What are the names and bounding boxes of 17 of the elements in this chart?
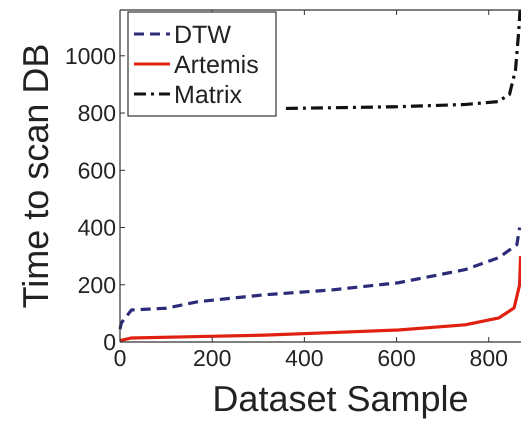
y-tick-label: 800 [78,100,116,126]
y-tick-label: 600 [78,157,116,184]
x-axis-title: Dataset Sample [212,378,469,419]
line-series [118,226,521,331]
y-tick-label: 1000 [64,42,116,69]
x-tick-label: 200 [192,345,232,371]
line-series [284,8,521,110]
legend-label: DTW [174,21,232,49]
legend-label: Matrix [174,81,243,109]
legend-label: Artemis [174,51,259,79]
y-tick-label: 200 [78,272,116,298]
x-tick-label: 600 [377,345,416,371]
y-tick-label: 400 [78,214,116,241]
y-tick-label: 0 [103,329,116,355]
x-tick-label: 800 [470,345,508,371]
y-axis-title: Time to scan DB [15,44,56,308]
x-tick-label: 400 [285,345,324,371]
